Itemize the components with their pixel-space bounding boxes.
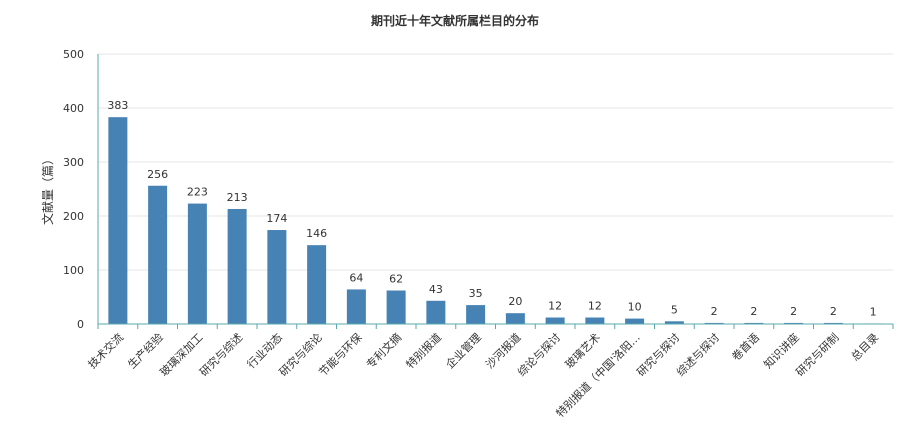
data-label: 10 xyxy=(628,301,642,314)
bar xyxy=(148,185,168,324)
bar xyxy=(267,230,287,324)
bar xyxy=(545,317,565,324)
bar xyxy=(704,322,724,324)
bar xyxy=(386,290,406,324)
bar xyxy=(585,317,605,324)
x-tick-label: 企业管理 xyxy=(443,330,484,371)
data-label: 213 xyxy=(227,191,248,204)
x-tick-label: 知识讲座 xyxy=(761,330,802,371)
x-tick-label: 综述与探讨 xyxy=(673,330,722,379)
x-tick-label: 专利文摘 xyxy=(363,330,404,371)
x-tick-label: 卷首语 xyxy=(729,330,762,363)
data-label: 174 xyxy=(266,212,287,225)
x-tick-label: 总目录 xyxy=(848,330,881,363)
bar xyxy=(505,313,525,324)
data-label: 62 xyxy=(389,273,403,286)
bar xyxy=(346,289,366,324)
y-tick-labels: 0 100 200 300 400 500 xyxy=(63,48,84,331)
bar xyxy=(744,322,764,324)
data-label: 2 xyxy=(830,305,837,318)
bar xyxy=(108,117,128,325)
data-label: 12 xyxy=(588,300,602,313)
data-label: 223 xyxy=(187,186,208,199)
axes xyxy=(97,54,894,329)
y-tick-label: 100 xyxy=(63,264,84,277)
data-labels: 383 256 223 213 174 146 64 62 43 35 20 12 12 10 5 2 2 2 2 1 xyxy=(107,99,876,318)
data-label: 1 xyxy=(870,305,877,318)
y-tick-label: 400 xyxy=(63,102,84,115)
y-tick-label: 200 xyxy=(63,210,84,223)
data-label: 2 xyxy=(750,305,757,318)
bar xyxy=(187,203,207,324)
bar xyxy=(426,300,446,324)
bar xyxy=(227,208,247,324)
data-label: 383 xyxy=(107,99,128,112)
data-label: 20 xyxy=(508,295,522,308)
x-tick-label: 沙河报道 xyxy=(482,330,523,371)
x-tick-label: 特别报道 xyxy=(403,330,444,371)
bar xyxy=(625,318,645,324)
data-label: 2 xyxy=(790,305,797,318)
data-label: 2 xyxy=(711,305,718,318)
data-label: 12 xyxy=(548,300,562,313)
y-axis-label: 文献量（篇） xyxy=(40,153,55,225)
data-label: 256 xyxy=(147,168,168,181)
x-tick-label: 生产经验 xyxy=(125,330,166,371)
x-tick-label: 节能与环保 xyxy=(316,330,365,379)
data-label: 35 xyxy=(469,287,483,300)
bar xyxy=(664,321,684,324)
data-label: 64 xyxy=(349,271,363,284)
x-tick-label: 研究与研制 xyxy=(793,330,842,379)
data-label: 5 xyxy=(671,303,678,316)
grid-lines xyxy=(98,53,893,271)
data-label: 146 xyxy=(306,227,327,240)
bar xyxy=(823,322,843,324)
bar xyxy=(784,322,804,324)
x-tick-label: 研究与综述 xyxy=(196,330,245,379)
data-label: 43 xyxy=(429,283,443,296)
bars xyxy=(108,117,883,325)
x-tick-label: 综论与探讨 xyxy=(514,330,563,379)
x-tick-label: 技术交流 xyxy=(85,330,126,371)
y-tick-label: 500 xyxy=(63,48,84,61)
bar xyxy=(466,305,486,324)
x-tick-label: 玻璃艺术 xyxy=(562,330,603,371)
y-tick-label: 300 xyxy=(63,156,84,169)
y-tick-label: 0 xyxy=(77,318,84,331)
chart-title: 期刊近十年文献所属栏目的分布 xyxy=(371,13,539,28)
x-tick-label: 行业动态 xyxy=(245,331,285,371)
bar xyxy=(307,245,327,324)
